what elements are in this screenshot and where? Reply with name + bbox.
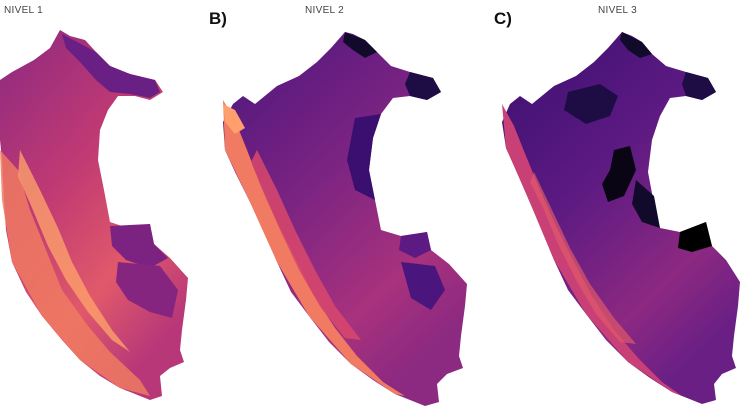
region-north-dark	[620, 32, 652, 58]
region-central-dark	[602, 146, 636, 202]
coast-highlight	[223, 104, 245, 134]
region-central	[110, 224, 168, 268]
map-panel-nivel-1: NIVEL 1	[0, 0, 210, 419]
region-northwest-dark	[564, 84, 618, 124]
region-northeast-dark	[682, 72, 716, 100]
panel-title-nivel-3: NIVEL 3	[598, 5, 637, 16]
andes-band	[251, 150, 361, 340]
peru-map-nivel-3	[502, 32, 740, 404]
peru-map-nivel-2	[223, 32, 467, 406]
peru-outline	[502, 32, 740, 404]
panel-title-nivel-2: NIVEL 2	[305, 5, 344, 16]
andes-band	[530, 172, 636, 344]
map-panel-nivel-2: B) NIVEL 2	[205, 0, 490, 419]
region-northeast-dark	[405, 72, 441, 100]
coast-band	[0, 150, 150, 396]
region-northeast	[62, 34, 160, 98]
region-southeast-black	[678, 222, 712, 252]
peru-map-nivel-1	[0, 30, 188, 400]
region-east	[347, 114, 381, 200]
region-north-dark	[343, 32, 377, 58]
region-south-east	[401, 262, 445, 310]
map-panel-nivel-3: C) NIVEL 3	[490, 0, 745, 419]
region-central	[399, 232, 431, 258]
peru-outline	[223, 32, 467, 406]
panel-letter-c: C)	[494, 9, 512, 28]
andes-band	[18, 150, 130, 352]
region-east-dark	[632, 180, 660, 228]
panel-letter-b: B)	[209, 9, 227, 28]
region-south-east	[116, 262, 178, 318]
panel-title-nivel-1: NIVEL 1	[4, 5, 43, 16]
